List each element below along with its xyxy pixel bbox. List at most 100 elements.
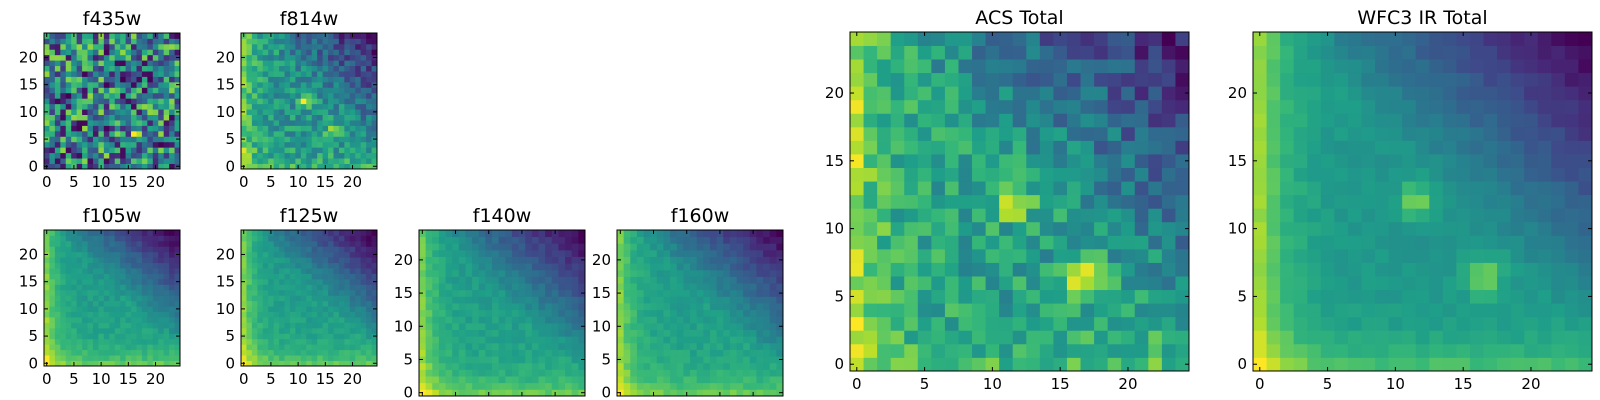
heatmap-cell	[125, 152, 132, 159]
heatmap-cell	[163, 344, 170, 351]
heatmap-cell	[1469, 221, 1484, 236]
heatmap-cell	[344, 71, 351, 77]
heatmap-cell	[558, 256, 566, 264]
heatmap-cell	[683, 376, 691, 384]
heatmap-cell	[1066, 316, 1081, 331]
heatmap-cell	[60, 54, 67, 61]
heatmap-cell	[558, 342, 566, 350]
heatmap-cell	[44, 60, 50, 67]
heatmap-cell	[109, 317, 116, 323]
heatmap-cell	[71, 38, 78, 45]
heatmap-cell	[311, 240, 318, 247]
heatmap-cell	[103, 49, 110, 56]
heatmap-cell	[558, 283, 566, 291]
heatmap-cell	[1456, 235, 1471, 250]
heatmap-cell	[98, 92, 105, 99]
heatmap-cell	[1094, 99, 1109, 114]
heatmap-cell	[344, 257, 351, 264]
heatmap-cell	[663, 322, 671, 330]
heatmap-cell	[60, 114, 67, 121]
heatmap-cell	[92, 235, 99, 242]
heatmap-cell	[538, 243, 546, 251]
heatmap-cell	[322, 344, 329, 351]
heatmap-cell	[360, 130, 367, 137]
heatmap-cell	[709, 382, 717, 390]
heatmap-cell	[1080, 262, 1095, 277]
heatmap-cell	[98, 103, 105, 110]
heatmap-cell	[338, 33, 345, 39]
heatmap-cell	[371, 268, 378, 274]
heatmap-cell	[136, 317, 143, 323]
heatmap-cell	[103, 273, 110, 280]
heatmap-cell	[125, 327, 132, 334]
heatmap-cell	[141, 306, 148, 312]
heatmap-cell	[355, 136, 362, 143]
heatmap-cell	[492, 303, 500, 311]
heatmap-cell	[366, 322, 372, 329]
heatmap-cell	[49, 141, 56, 148]
heatmap-cell	[317, 81, 323, 88]
heatmap-cell	[120, 81, 126, 88]
heatmap-cell	[76, 141, 83, 148]
heatmap-cell	[125, 60, 132, 67]
heatmap-cell	[158, 158, 165, 164]
heatmap-cell	[273, 65, 280, 72]
heatmap-cell	[49, 235, 56, 242]
heatmap-cell	[322, 327, 329, 334]
heatmap-cell	[1388, 330, 1403, 345]
heatmap-cell	[863, 154, 878, 168]
heatmap-cell	[636, 256, 644, 264]
heatmap-cell	[944, 289, 959, 304]
heatmap-cell	[709, 269, 717, 277]
heatmap-cell	[432, 269, 440, 277]
heatmap-cell	[1280, 154, 1295, 168]
heatmap-cell	[1039, 72, 1054, 87]
heatmap-cell	[1537, 303, 1552, 318]
heatmap-cell	[273, 278, 280, 285]
heatmap-cell	[322, 251, 329, 258]
heatmap-cell	[71, 268, 78, 274]
heatmap-cell	[109, 98, 116, 105]
heatmap-cell	[630, 249, 638, 257]
heatmap-cell	[114, 71, 121, 77]
heatmap-cell	[511, 349, 519, 357]
heatmap-cell	[1161, 235, 1176, 250]
heatmap-cell	[158, 136, 165, 143]
heatmap-cell	[71, 349, 78, 356]
heatmap-cell	[492, 236, 500, 244]
heatmap-cell	[284, 114, 291, 121]
heatmap-cell	[54, 306, 61, 312]
heatmap-cell	[44, 289, 50, 296]
heatmap-cell	[87, 98, 94, 105]
y-tick-label: 0	[225, 157, 235, 175]
heatmap-cell	[1293, 181, 1308, 196]
heatmap-cell	[776, 382, 784, 390]
heatmap-cell	[1266, 316, 1281, 331]
heatmap-cell	[344, 76, 351, 83]
heatmap-cell	[1161, 276, 1176, 291]
heatmap-cell	[300, 147, 307, 154]
heatmap-cell	[103, 317, 110, 323]
heatmap-cell	[478, 256, 486, 264]
heatmap-cell	[65, 54, 72, 61]
heatmap-cell	[511, 389, 519, 397]
heatmap-cell	[709, 276, 717, 284]
heatmap-cell	[44, 43, 50, 50]
heatmap-cell	[158, 333, 165, 340]
heatmap-cell	[1039, 289, 1054, 304]
heatmap-cell	[1334, 208, 1349, 223]
heatmap-cell	[98, 327, 105, 334]
heatmap-cell	[344, 60, 351, 67]
heatmap-cell	[338, 284, 345, 291]
heatmap-cell	[1026, 59, 1041, 74]
heatmap-cell	[763, 329, 771, 337]
heatmap-cell	[1334, 262, 1349, 277]
heatmap-cell	[120, 103, 126, 110]
heatmap-cell	[743, 382, 751, 390]
heatmap-cell	[289, 38, 296, 45]
heatmap-cell	[904, 208, 919, 223]
heatmap-cell	[355, 141, 362, 148]
heatmap-cell	[1429, 343, 1444, 358]
heatmap-cell	[1148, 99, 1163, 114]
heatmap-cell	[1148, 86, 1163, 101]
